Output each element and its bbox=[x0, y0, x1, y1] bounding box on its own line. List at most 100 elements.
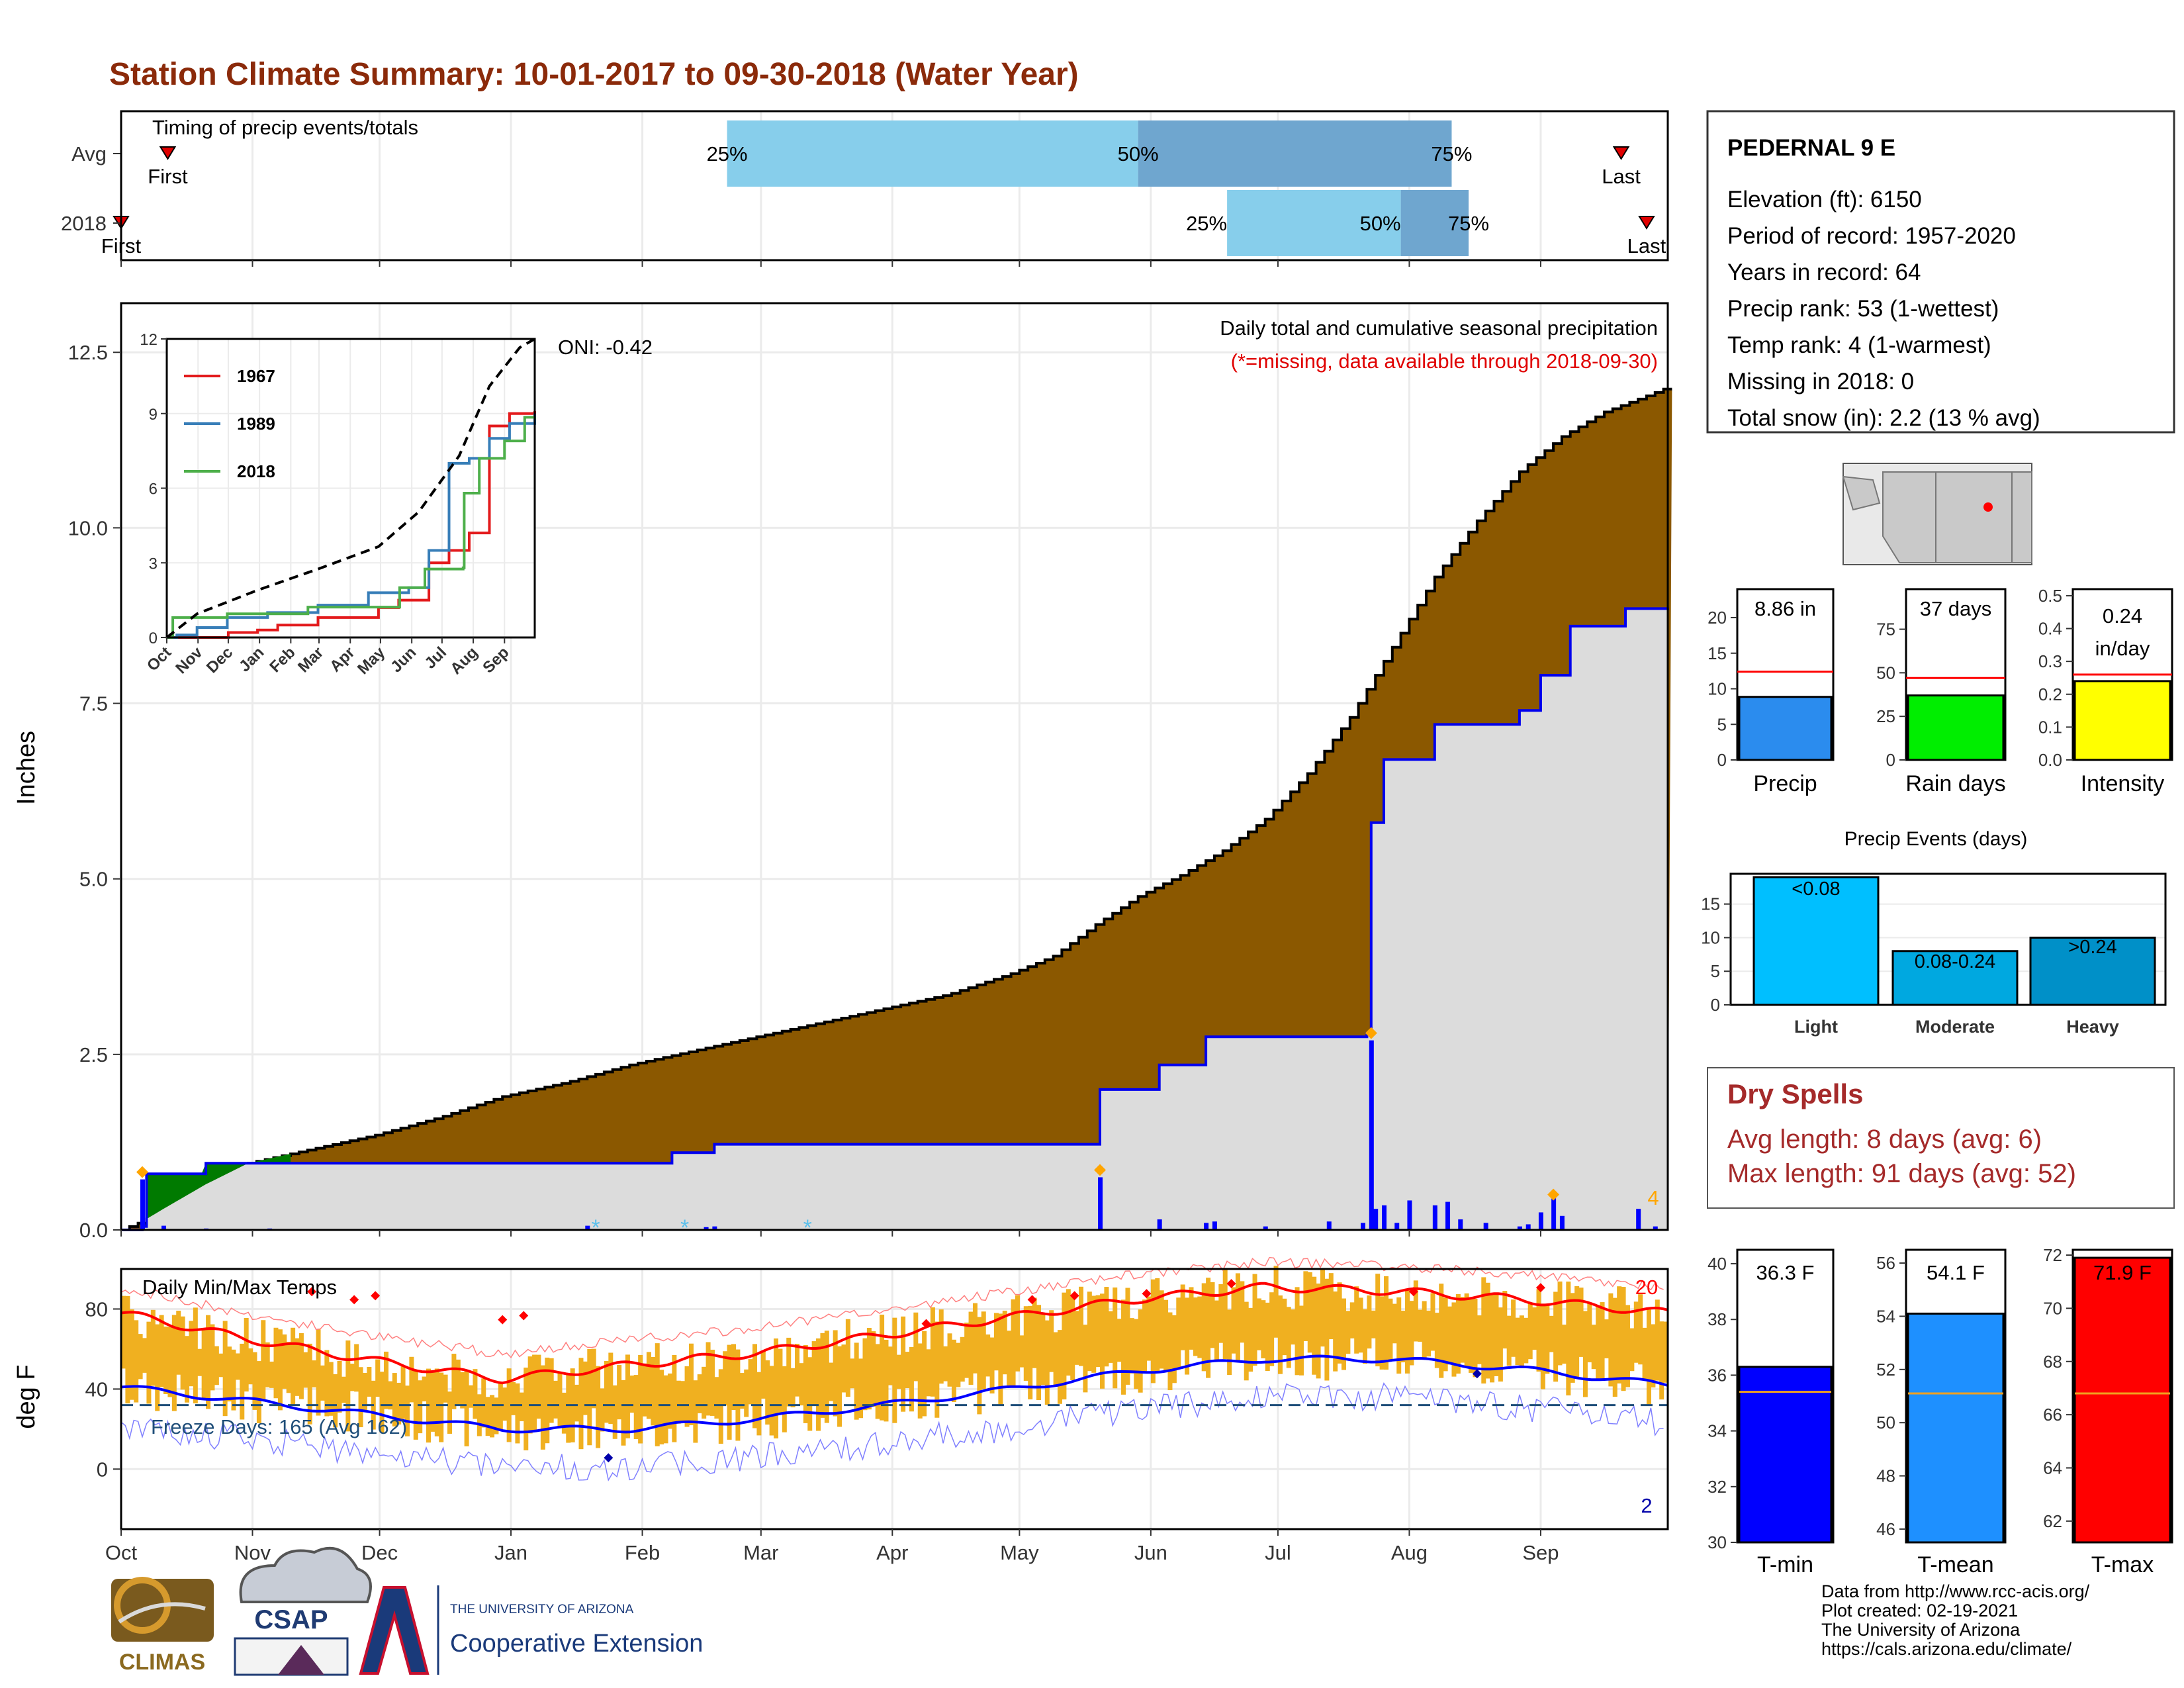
daily-temp-bar bbox=[1540, 1303, 1545, 1389]
record-low-count: 2 bbox=[1641, 1494, 1652, 1517]
inset-legend-label: 2018 bbox=[237, 461, 275, 481]
daily-temp-bar bbox=[587, 1349, 592, 1446]
daily-temp-bar bbox=[312, 1360, 317, 1387]
daily-precip-bar bbox=[1394, 1223, 1400, 1230]
daily-temp-bar bbox=[799, 1363, 804, 1406]
temp-bar-ytick-label: 64 bbox=[2043, 1458, 2062, 1477]
daily-temp-bar bbox=[146, 1321, 152, 1404]
daily-temp-bar bbox=[727, 1344, 732, 1440]
daily-precip-bar bbox=[1445, 1201, 1451, 1230]
events-panel-border bbox=[1729, 872, 2167, 1006]
daily-precip-bar bbox=[1525, 1224, 1531, 1230]
record-max-line bbox=[120, 1256, 1664, 1359]
temp-bar-ytick-label: 34 bbox=[1707, 1421, 1727, 1441]
daily-temp-bar bbox=[1430, 1293, 1435, 1351]
daily-temp-bar bbox=[134, 1320, 139, 1403]
daily-temp-bar bbox=[829, 1362, 834, 1401]
daily-temp-bar bbox=[655, 1343, 660, 1446]
daily-temp-bar bbox=[185, 1336, 190, 1403]
daily-temp-bar bbox=[1596, 1306, 1601, 1379]
temp-bar-value-text: 71.9 F bbox=[2093, 1261, 2152, 1284]
daily-precip-bar bbox=[704, 1227, 709, 1230]
daily-temp-bar bbox=[663, 1375, 668, 1444]
record-min-line bbox=[120, 1382, 1664, 1481]
ua-logo-icon bbox=[359, 1586, 430, 1675]
daily-temp-bar bbox=[375, 1359, 381, 1397]
daily-temp-bar bbox=[786, 1337, 792, 1407]
station-name: PEDERNAL 9 E bbox=[1727, 135, 1895, 161]
daily-temp-bar bbox=[1396, 1297, 1402, 1374]
oni-label: ONI: -0.42 bbox=[558, 336, 653, 359]
daily-temp-bar bbox=[892, 1317, 897, 1423]
month-label: Mar bbox=[743, 1541, 778, 1564]
daily-temp-bar bbox=[1231, 1287, 1236, 1354]
daily-temp-bar bbox=[1663, 1321, 1668, 1383]
daily-temp-bar bbox=[672, 1354, 677, 1442]
record-low-marker bbox=[604, 1453, 614, 1463]
daily-temp-bar bbox=[1519, 1315, 1524, 1367]
daily-temp-bar bbox=[210, 1324, 215, 1391]
daily-temp-bar bbox=[880, 1314, 885, 1421]
daily-temp-bar bbox=[998, 1313, 1003, 1406]
temp-bar-ytick-label: 66 bbox=[2043, 1405, 2062, 1425]
daily-temp-bar bbox=[269, 1361, 275, 1388]
mini-ytick-label: 0.4 bbox=[2038, 619, 2062, 639]
daily-precip-bar bbox=[1653, 1226, 1658, 1230]
daily-temp-bar bbox=[1040, 1313, 1046, 1385]
daily-temp-bar bbox=[1324, 1278, 1330, 1381]
daily-temp-bar bbox=[180, 1316, 185, 1390]
last-label: Last bbox=[1627, 234, 1666, 258]
month-label: Feb bbox=[625, 1541, 660, 1564]
daily-temp-bar bbox=[1159, 1290, 1164, 1369]
temp-bar-ytick-label: 56 bbox=[1876, 1253, 1895, 1273]
record-low-marker bbox=[1472, 1369, 1482, 1379]
daily-temp-bar bbox=[1058, 1330, 1063, 1404]
mini-bar-label: Precip bbox=[1753, 771, 1817, 796]
daily-temp-bar bbox=[862, 1338, 868, 1411]
daily-temp-bar bbox=[455, 1359, 461, 1405]
daily-temp-bar bbox=[913, 1312, 919, 1382]
daily-temp-bar bbox=[782, 1366, 787, 1432]
temp-bar-ytick-label: 50 bbox=[1876, 1413, 1895, 1432]
daily-temp-bar bbox=[502, 1387, 508, 1421]
daily-precip-bar bbox=[1551, 1198, 1557, 1230]
daily-temp-bar bbox=[193, 1307, 198, 1404]
record-high-marker bbox=[371, 1291, 381, 1301]
daily-temp-bar bbox=[316, 1329, 321, 1416]
chart-title: Station Climate Summary: 10-01-2017 to 0… bbox=[109, 57, 1079, 92]
events-ytick-label: 10 bbox=[1701, 927, 1720, 947]
daily-temp-bar bbox=[1298, 1305, 1304, 1376]
daily-temp-bar bbox=[1651, 1324, 1656, 1387]
month-label: Jun bbox=[1134, 1541, 1167, 1564]
mini-ytick-label: 0 bbox=[1886, 750, 1895, 770]
daily-temp-bar bbox=[1553, 1291, 1559, 1382]
mini-ytick-label: 0.5 bbox=[2038, 586, 2062, 606]
daily-temp-bar bbox=[1210, 1282, 1215, 1348]
daily-temp-bar bbox=[1439, 1284, 1444, 1378]
daily-temp-bar bbox=[1201, 1283, 1206, 1372]
record-high-marker bbox=[1142, 1289, 1152, 1299]
daily-temp-bar bbox=[1447, 1306, 1453, 1365]
daily-precip-bar bbox=[1204, 1223, 1209, 1230]
daily-temp-bar bbox=[1171, 1315, 1177, 1383]
precip-panel-title: Daily total and cumulative seasonal prec… bbox=[1220, 316, 1658, 340]
cumulative-avg-line bbox=[121, 387, 1672, 1231]
daily-temp-bar bbox=[981, 1311, 986, 1389]
daily-temp-bar bbox=[1379, 1296, 1385, 1370]
daily-temp-bar bbox=[803, 1345, 808, 1423]
avg-max-line bbox=[120, 1282, 1668, 1385]
temp-bar-ytick-label: 40 bbox=[1707, 1254, 1727, 1274]
daily-temp-bar bbox=[553, 1380, 559, 1419]
cumulative-2018-line bbox=[121, 607, 1669, 1231]
daily-temp-bar bbox=[1028, 1305, 1033, 1399]
daily-temp-bar bbox=[545, 1357, 550, 1444]
mini-ytick-label: 0.0 bbox=[2038, 750, 2062, 770]
footer-line: Data from http://www.rcc-acis.org/ bbox=[1821, 1581, 2090, 1601]
temp-bar-ytick-label: 48 bbox=[1876, 1466, 1895, 1486]
daily-precip-bar bbox=[1559, 1215, 1565, 1230]
last-marker bbox=[1612, 146, 1630, 160]
daily-temp-bar bbox=[1002, 1310, 1007, 1375]
daily-temp-bar bbox=[629, 1375, 635, 1413]
daily-temp-bar bbox=[557, 1372, 563, 1428]
daily-temp-bar bbox=[1185, 1297, 1190, 1375]
